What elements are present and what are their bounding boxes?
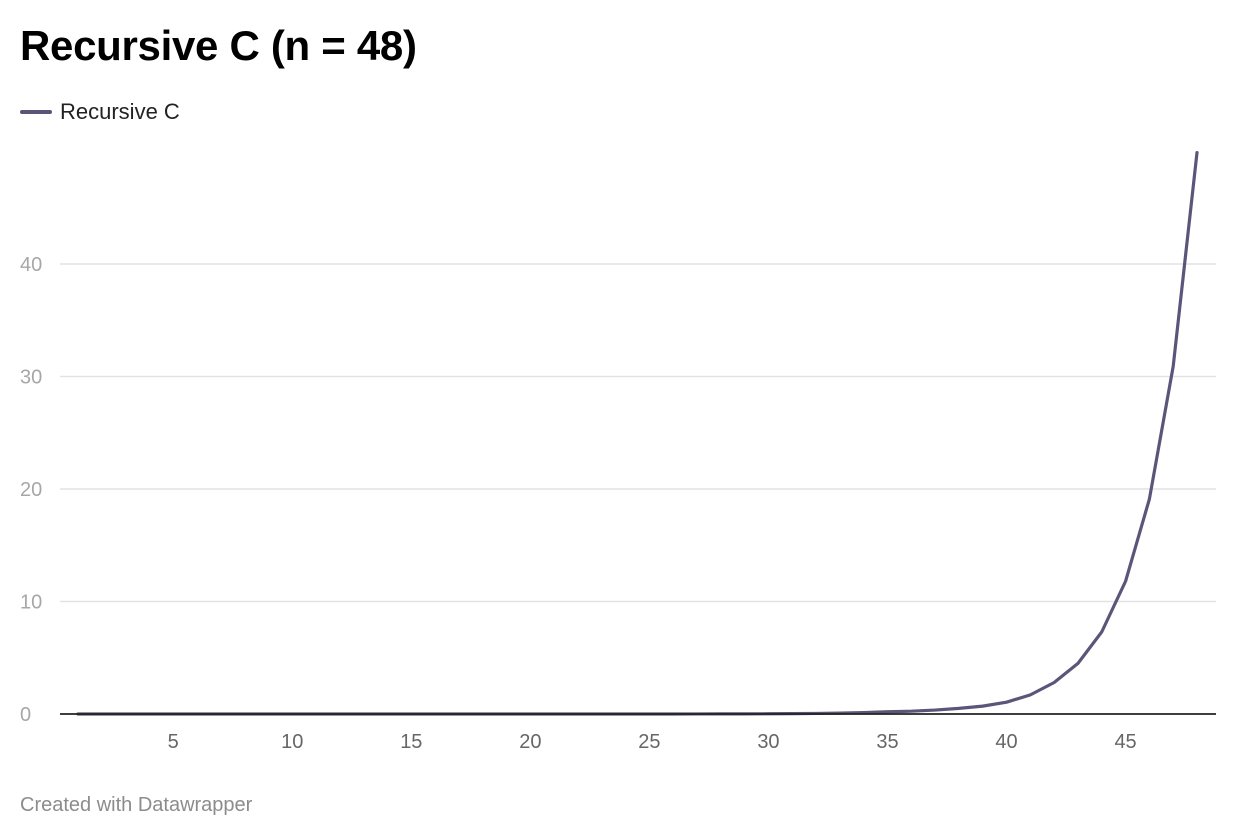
grid-lines <box>60 263 1216 603</box>
y-tick-label: 0 <box>20 704 31 726</box>
series-layer <box>76 151 1199 716</box>
legend: Recursive C <box>20 98 180 126</box>
y-tick-label: 20 <box>20 479 42 501</box>
x-tick-label: 40 <box>995 731 1017 753</box>
x-tick-label: 30 <box>757 731 779 753</box>
series-line-0 <box>76 151 1199 716</box>
x-tick-label: 35 <box>876 731 898 753</box>
x-tick-label: 25 <box>638 731 660 753</box>
chart-title: Recursive C (n = 48) <box>20 22 417 69</box>
y-axis-labels: 0 10 20 30 40 <box>20 254 42 726</box>
y-tick-label: 40 <box>20 254 42 276</box>
x-tick-label: 45 <box>1114 731 1136 753</box>
x-tick-label: 15 <box>400 731 422 753</box>
y-tick-label: 10 <box>20 592 42 614</box>
footer-credit: Created with Datawrapper <box>20 794 253 816</box>
y-tick-label: 30 <box>20 367 42 389</box>
legend-label: Recursive C <box>60 99 180 124</box>
x-axis-labels: 5 10 15 20 25 30 35 40 45 <box>168 731 1137 753</box>
legend-swatch <box>20 110 52 114</box>
x-tick-label: 20 <box>519 731 541 753</box>
x-tick-label: 5 <box>168 731 179 753</box>
x-tick-label: 10 <box>281 731 303 753</box>
